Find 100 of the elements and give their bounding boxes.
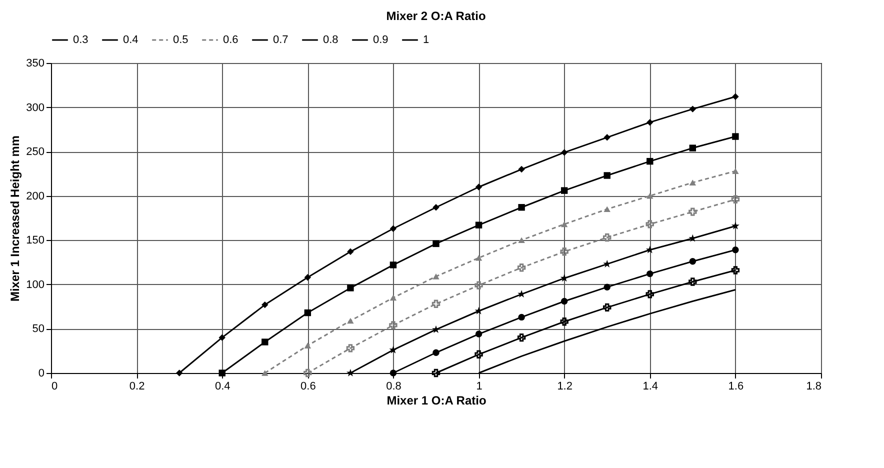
point bbox=[518, 237, 525, 244]
point bbox=[689, 180, 696, 186]
legend-label: 0.9 bbox=[373, 34, 388, 46]
point bbox=[475, 184, 482, 190]
point bbox=[347, 248, 354, 256]
y-tick-label: 100 bbox=[26, 278, 44, 291]
point bbox=[604, 134, 610, 141]
point bbox=[689, 106, 696, 112]
x-tick-label: 1.8 bbox=[806, 380, 822, 392]
point bbox=[560, 318, 568, 326]
point bbox=[389, 321, 398, 330]
point bbox=[560, 248, 568, 256]
point bbox=[475, 330, 482, 338]
point bbox=[646, 220, 654, 228]
point bbox=[646, 158, 654, 165]
point bbox=[262, 370, 268, 376]
point bbox=[688, 278, 697, 286]
legend-label: 0.3 bbox=[73, 34, 88, 46]
point bbox=[604, 172, 610, 179]
x-tick-label: 0.2 bbox=[129, 380, 145, 392]
point bbox=[390, 370, 397, 376]
point bbox=[560, 221, 568, 228]
point bbox=[432, 240, 440, 248]
point bbox=[517, 263, 526, 272]
point bbox=[560, 149, 568, 156]
point bbox=[218, 334, 226, 341]
point bbox=[304, 274, 312, 281]
x-tick-label: 1 bbox=[476, 380, 482, 392]
point bbox=[731, 195, 740, 204]
point bbox=[304, 342, 312, 348]
y-axis-title: Mixer 1 Increased Height mm bbox=[8, 135, 22, 302]
point bbox=[732, 168, 739, 174]
point bbox=[689, 144, 696, 152]
point bbox=[604, 206, 610, 212]
point bbox=[346, 344, 355, 352]
point bbox=[474, 350, 483, 359]
legend-label: 0.8 bbox=[323, 34, 338, 46]
point bbox=[731, 222, 740, 230]
point bbox=[346, 368, 354, 376]
point bbox=[646, 118, 654, 126]
point bbox=[688, 208, 697, 216]
point bbox=[304, 368, 312, 378]
y-tick-label: 0 bbox=[38, 368, 44, 380]
point bbox=[304, 309, 312, 316]
y-tick-label: 50 bbox=[32, 323, 44, 336]
point bbox=[732, 93, 739, 100]
legend-label: 0.5 bbox=[173, 34, 188, 46]
point bbox=[475, 222, 482, 228]
y-tick-label: 150 bbox=[26, 234, 44, 247]
point bbox=[518, 314, 525, 321]
point bbox=[262, 301, 268, 308]
y-tick-label: 350 bbox=[26, 58, 44, 70]
point bbox=[646, 192, 654, 199]
legend-label: 1 bbox=[423, 34, 430, 46]
point bbox=[390, 225, 397, 232]
point bbox=[218, 370, 226, 376]
point bbox=[474, 281, 483, 290]
point bbox=[732, 133, 739, 140]
x-tick-label: 0 bbox=[52, 380, 58, 392]
x-tick-label: 1.6 bbox=[728, 380, 744, 392]
point bbox=[389, 346, 398, 354]
point bbox=[432, 368, 440, 378]
point bbox=[560, 298, 568, 305]
x-tick-label: 0.6 bbox=[300, 380, 316, 392]
point bbox=[262, 338, 268, 346]
point bbox=[517, 333, 526, 342]
point bbox=[646, 290, 654, 298]
x-tick-label: 1.2 bbox=[557, 380, 572, 392]
y-tick-label: 250 bbox=[26, 146, 44, 158]
point bbox=[604, 284, 610, 290]
point bbox=[731, 266, 740, 274]
point bbox=[432, 204, 440, 211]
point bbox=[390, 262, 397, 268]
point bbox=[432, 300, 440, 308]
point bbox=[689, 258, 696, 265]
point bbox=[347, 318, 354, 324]
chart-title: Mixer 2 O:A Ratio bbox=[386, 9, 486, 23]
legend-label: 0.4 bbox=[123, 34, 138, 46]
point bbox=[560, 187, 568, 194]
y-tick-label: 300 bbox=[26, 102, 44, 114]
point bbox=[390, 294, 397, 301]
legend-label: 0.6 bbox=[223, 34, 238, 46]
point bbox=[603, 303, 612, 312]
point bbox=[518, 166, 525, 173]
point bbox=[474, 306, 483, 314]
legend-label: 0.7 bbox=[273, 34, 288, 46]
point bbox=[603, 233, 612, 242]
x-tick-label: 0.4 bbox=[214, 380, 230, 392]
point bbox=[347, 284, 354, 292]
point bbox=[176, 370, 183, 376]
x-tick-label: 1.4 bbox=[642, 380, 658, 392]
point bbox=[432, 274, 440, 280]
point bbox=[646, 270, 654, 278]
point bbox=[432, 325, 440, 333]
y-tick-label: 200 bbox=[26, 190, 44, 202]
point bbox=[475, 254, 482, 261]
x-tick-label: 0.8 bbox=[386, 380, 402, 392]
point bbox=[732, 246, 739, 254]
point bbox=[432, 349, 440, 356]
point bbox=[518, 204, 525, 211]
